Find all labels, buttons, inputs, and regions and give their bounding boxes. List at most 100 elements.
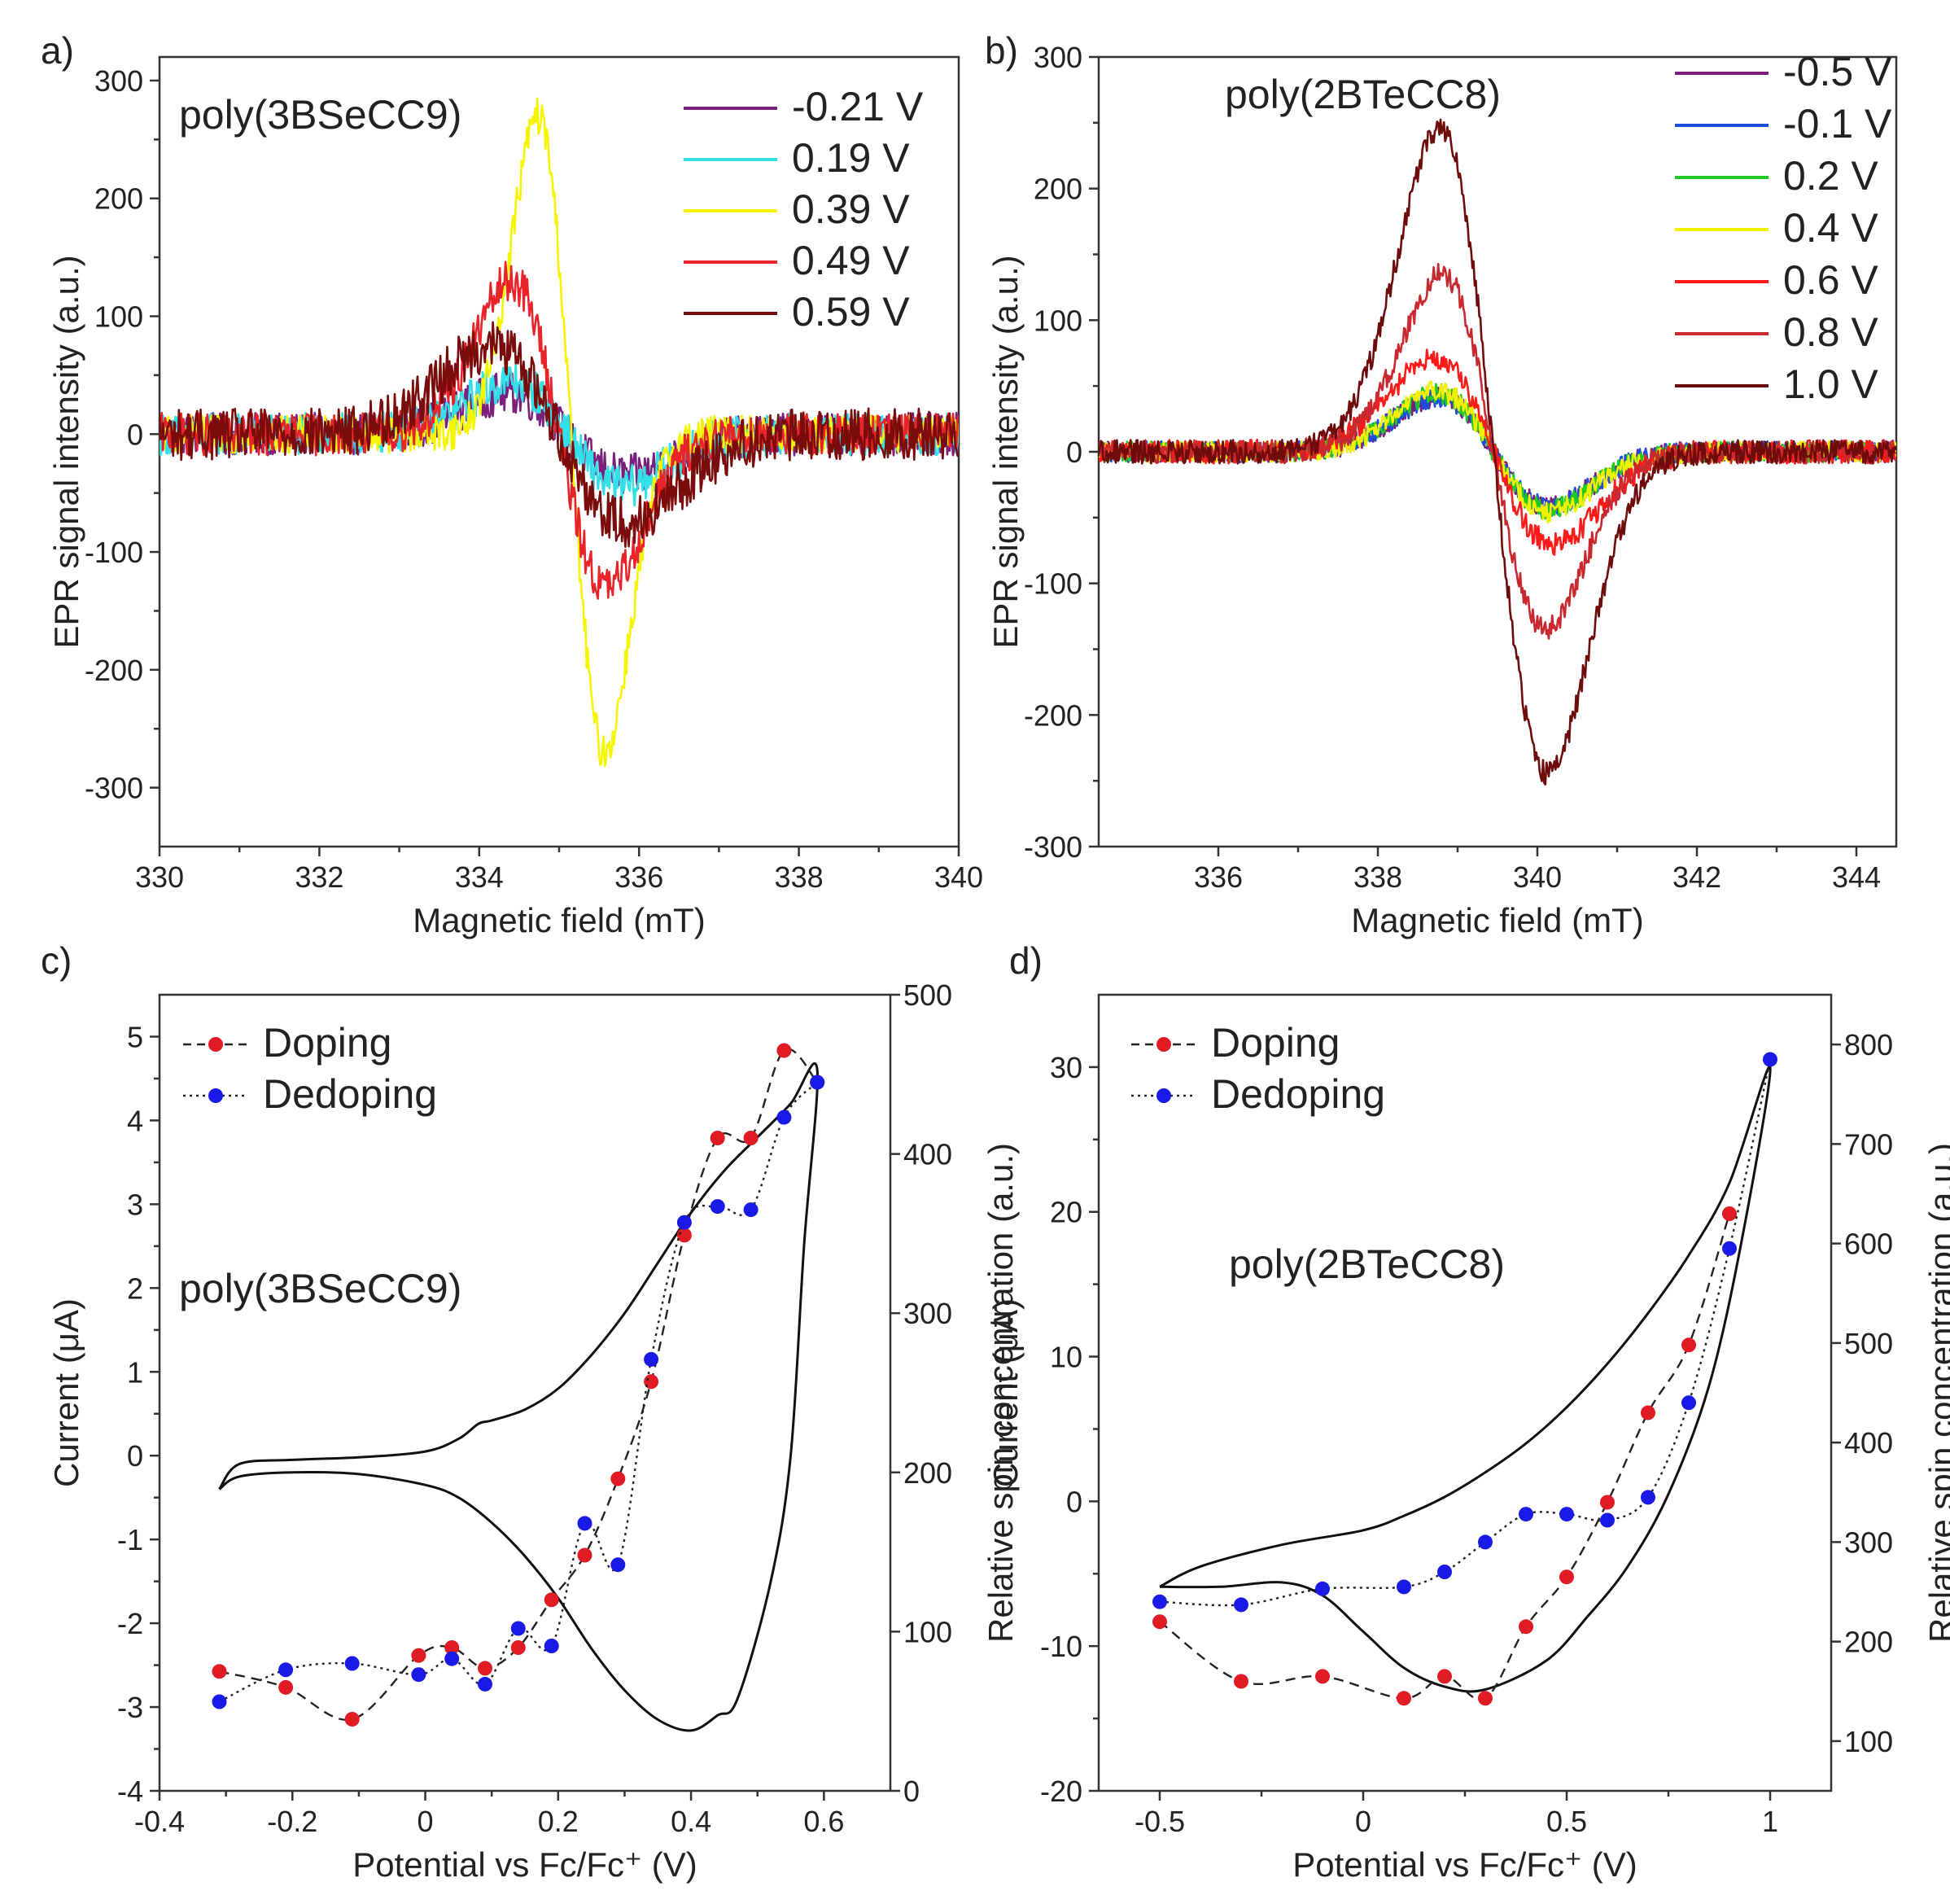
- x-axis-title: Magnetic field (mT): [413, 901, 705, 939]
- y-axis-title: EPR signal intensity (a.u.): [986, 255, 1025, 648]
- y-tick-label: 300: [1034, 41, 1082, 74]
- legend-label: 0.39 V: [792, 186, 910, 232]
- x-tick-label: 0.4: [671, 1805, 711, 1838]
- spin-point-dedoping: [478, 1676, 492, 1692]
- plot-frame: [158, 993, 892, 1792]
- spin-point-doping: [344, 1712, 360, 1727]
- legend-label: 0.59 V: [792, 289, 910, 335]
- panel-title: poly(3BSeCC9): [179, 92, 461, 138]
- x-tick-label: 0.6: [803, 1805, 844, 1838]
- y-tick-label: -100: [1024, 567, 1082, 601]
- x-axis-title: Potential vs Fc/Fc⁺ (V): [352, 1845, 697, 1884]
- y-tick-label: -10: [1040, 1630, 1082, 1663]
- spin-point-doping: [1478, 1691, 1493, 1706]
- panel-d: d) -0.5 0 0.5 1 -20 -10 0 10 20 30 100 200 300 400 500 6…: [986, 939, 1950, 1884]
- spin-point-dedoping: [1559, 1507, 1574, 1522]
- panel-title: poly(2BTeCC8): [1225, 72, 1501, 117]
- spin-point-dedoping: [1315, 1581, 1330, 1596]
- spin-point-doping: [1315, 1669, 1330, 1684]
- spin-point-dedoping: [810, 1075, 825, 1090]
- plot-area: [1099, 118, 1896, 786]
- y2-tick-label: 200: [1844, 1626, 1893, 1659]
- y2-tick-label: 100: [903, 1615, 952, 1648]
- y-tick-label: 0: [1066, 1485, 1082, 1518]
- spin-point-dedoping: [610, 1557, 626, 1573]
- legend-marker: [1156, 1037, 1171, 1052]
- x-tick-label: 0: [1355, 1805, 1371, 1838]
- spin-point-doping: [1600, 1495, 1615, 1510]
- spin-point-doping: [1397, 1691, 1411, 1706]
- spin-point-dedoping: [212, 1694, 227, 1709]
- x-tick-label: -0.5: [1135, 1805, 1185, 1838]
- spin-line-dedoping: [1159, 1059, 1772, 1607]
- y-tick-label: 4: [127, 1104, 143, 1137]
- y-axis-title: EPR signal intensity (a.u.): [47, 255, 85, 648]
- y2-tick-label: 800: [1844, 1028, 1893, 1061]
- legend-label: -0.5 V: [1783, 49, 1892, 94]
- spin-line-doping: [1159, 1213, 1731, 1701]
- spin-point-dedoping: [1397, 1579, 1411, 1595]
- y2-tick-label: 500: [1844, 1327, 1893, 1360]
- spin-point-dedoping: [776, 1110, 792, 1125]
- spin-point-doping: [212, 1664, 227, 1679]
- y-tick-label: -100: [85, 536, 143, 569]
- legend-label: 0.49 V: [792, 238, 910, 283]
- spin-point-dedoping: [344, 1656, 360, 1671]
- spin-point-dedoping: [411, 1667, 426, 1683]
- x-tick-label: 342: [1672, 860, 1721, 894]
- x-tick-label: 334: [455, 860, 504, 894]
- y-tick-label: 30: [1050, 1051, 1082, 1084]
- spin-point-dedoping: [743, 1202, 759, 1218]
- legend-label: 0.19 V: [792, 135, 910, 181]
- spin-point-dedoping: [1681, 1395, 1696, 1411]
- legend-label: Doping: [1211, 1020, 1340, 1066]
- legend-marker: [208, 1088, 223, 1103]
- spin-point-doping: [1234, 1674, 1248, 1689]
- spin-point-dedoping: [1641, 1490, 1655, 1505]
- spin-point-doping: [610, 1471, 626, 1486]
- spin-point-dedoping: [510, 1621, 526, 1636]
- spectrum-0.59V: [160, 321, 959, 549]
- y-tick-label: -4: [117, 1775, 143, 1808]
- spin-point-dedoping: [1763, 1052, 1777, 1067]
- plot-area: [160, 97, 959, 768]
- y-tick-label: 200: [94, 182, 143, 216]
- spin-point-doping: [743, 1131, 759, 1145]
- spin-point-doping: [776, 1043, 792, 1058]
- spin-point-dedoping: [1722, 1241, 1737, 1256]
- panel-label: a): [41, 29, 74, 72]
- spin-point-dedoping: [544, 1639, 559, 1653]
- y-tick-label: 20: [1050, 1196, 1082, 1229]
- spin-point-doping: [478, 1661, 492, 1676]
- x-tick-label: 332: [295, 860, 343, 894]
- spin-line-doping: [219, 1048, 819, 1721]
- y2-tick-label: 600: [1844, 1228, 1893, 1261]
- y-tick-label: 2: [127, 1272, 143, 1305]
- x-tick-label: 340: [1513, 860, 1562, 894]
- y-axis-title: Current (μA): [47, 1298, 85, 1487]
- y-tick-label: -2: [117, 1607, 143, 1640]
- spin-point-doping: [411, 1648, 426, 1663]
- legend-marker: [208, 1037, 223, 1052]
- spin-point-dedoping: [444, 1651, 460, 1666]
- panel-c: c) -0.4 -0.2 0 0.2 0.4 0.6 -4 -3 -2 -1 0 1 2 3 4 5 0 100 20…: [41, 939, 1020, 1884]
- y2-axis-title: Relative spin concentration (a.u.): [1922, 1143, 1950, 1643]
- y-tick-label: 1: [127, 1355, 143, 1389]
- y-tick-label: 0: [1066, 436, 1082, 469]
- y-tick-label: 10: [1050, 1341, 1082, 1374]
- spin-point-doping: [1559, 1569, 1574, 1585]
- spin-line-dedoping: [218, 1081, 819, 1703]
- legend-label: -0.1 V: [1783, 101, 1892, 147]
- panel-label: c): [41, 939, 72, 982]
- x-tick-label: 0.5: [1546, 1805, 1587, 1838]
- legend-label: 1.0 V: [1783, 361, 1878, 407]
- spin-point-doping: [510, 1640, 526, 1655]
- legend-label: 0.8 V: [1783, 309, 1878, 355]
- panel-title: poly(2BTeCC8): [1229, 1241, 1505, 1287]
- spin-point-dedoping: [644, 1351, 659, 1367]
- spin-point-dedoping: [1437, 1565, 1452, 1579]
- spin-point-doping: [278, 1679, 294, 1695]
- x-tick-label: 1: [1762, 1805, 1778, 1838]
- panel-b: b) 336 338 340 342 344 -300 -200 -100 0 100 200 300 M…: [985, 29, 1898, 939]
